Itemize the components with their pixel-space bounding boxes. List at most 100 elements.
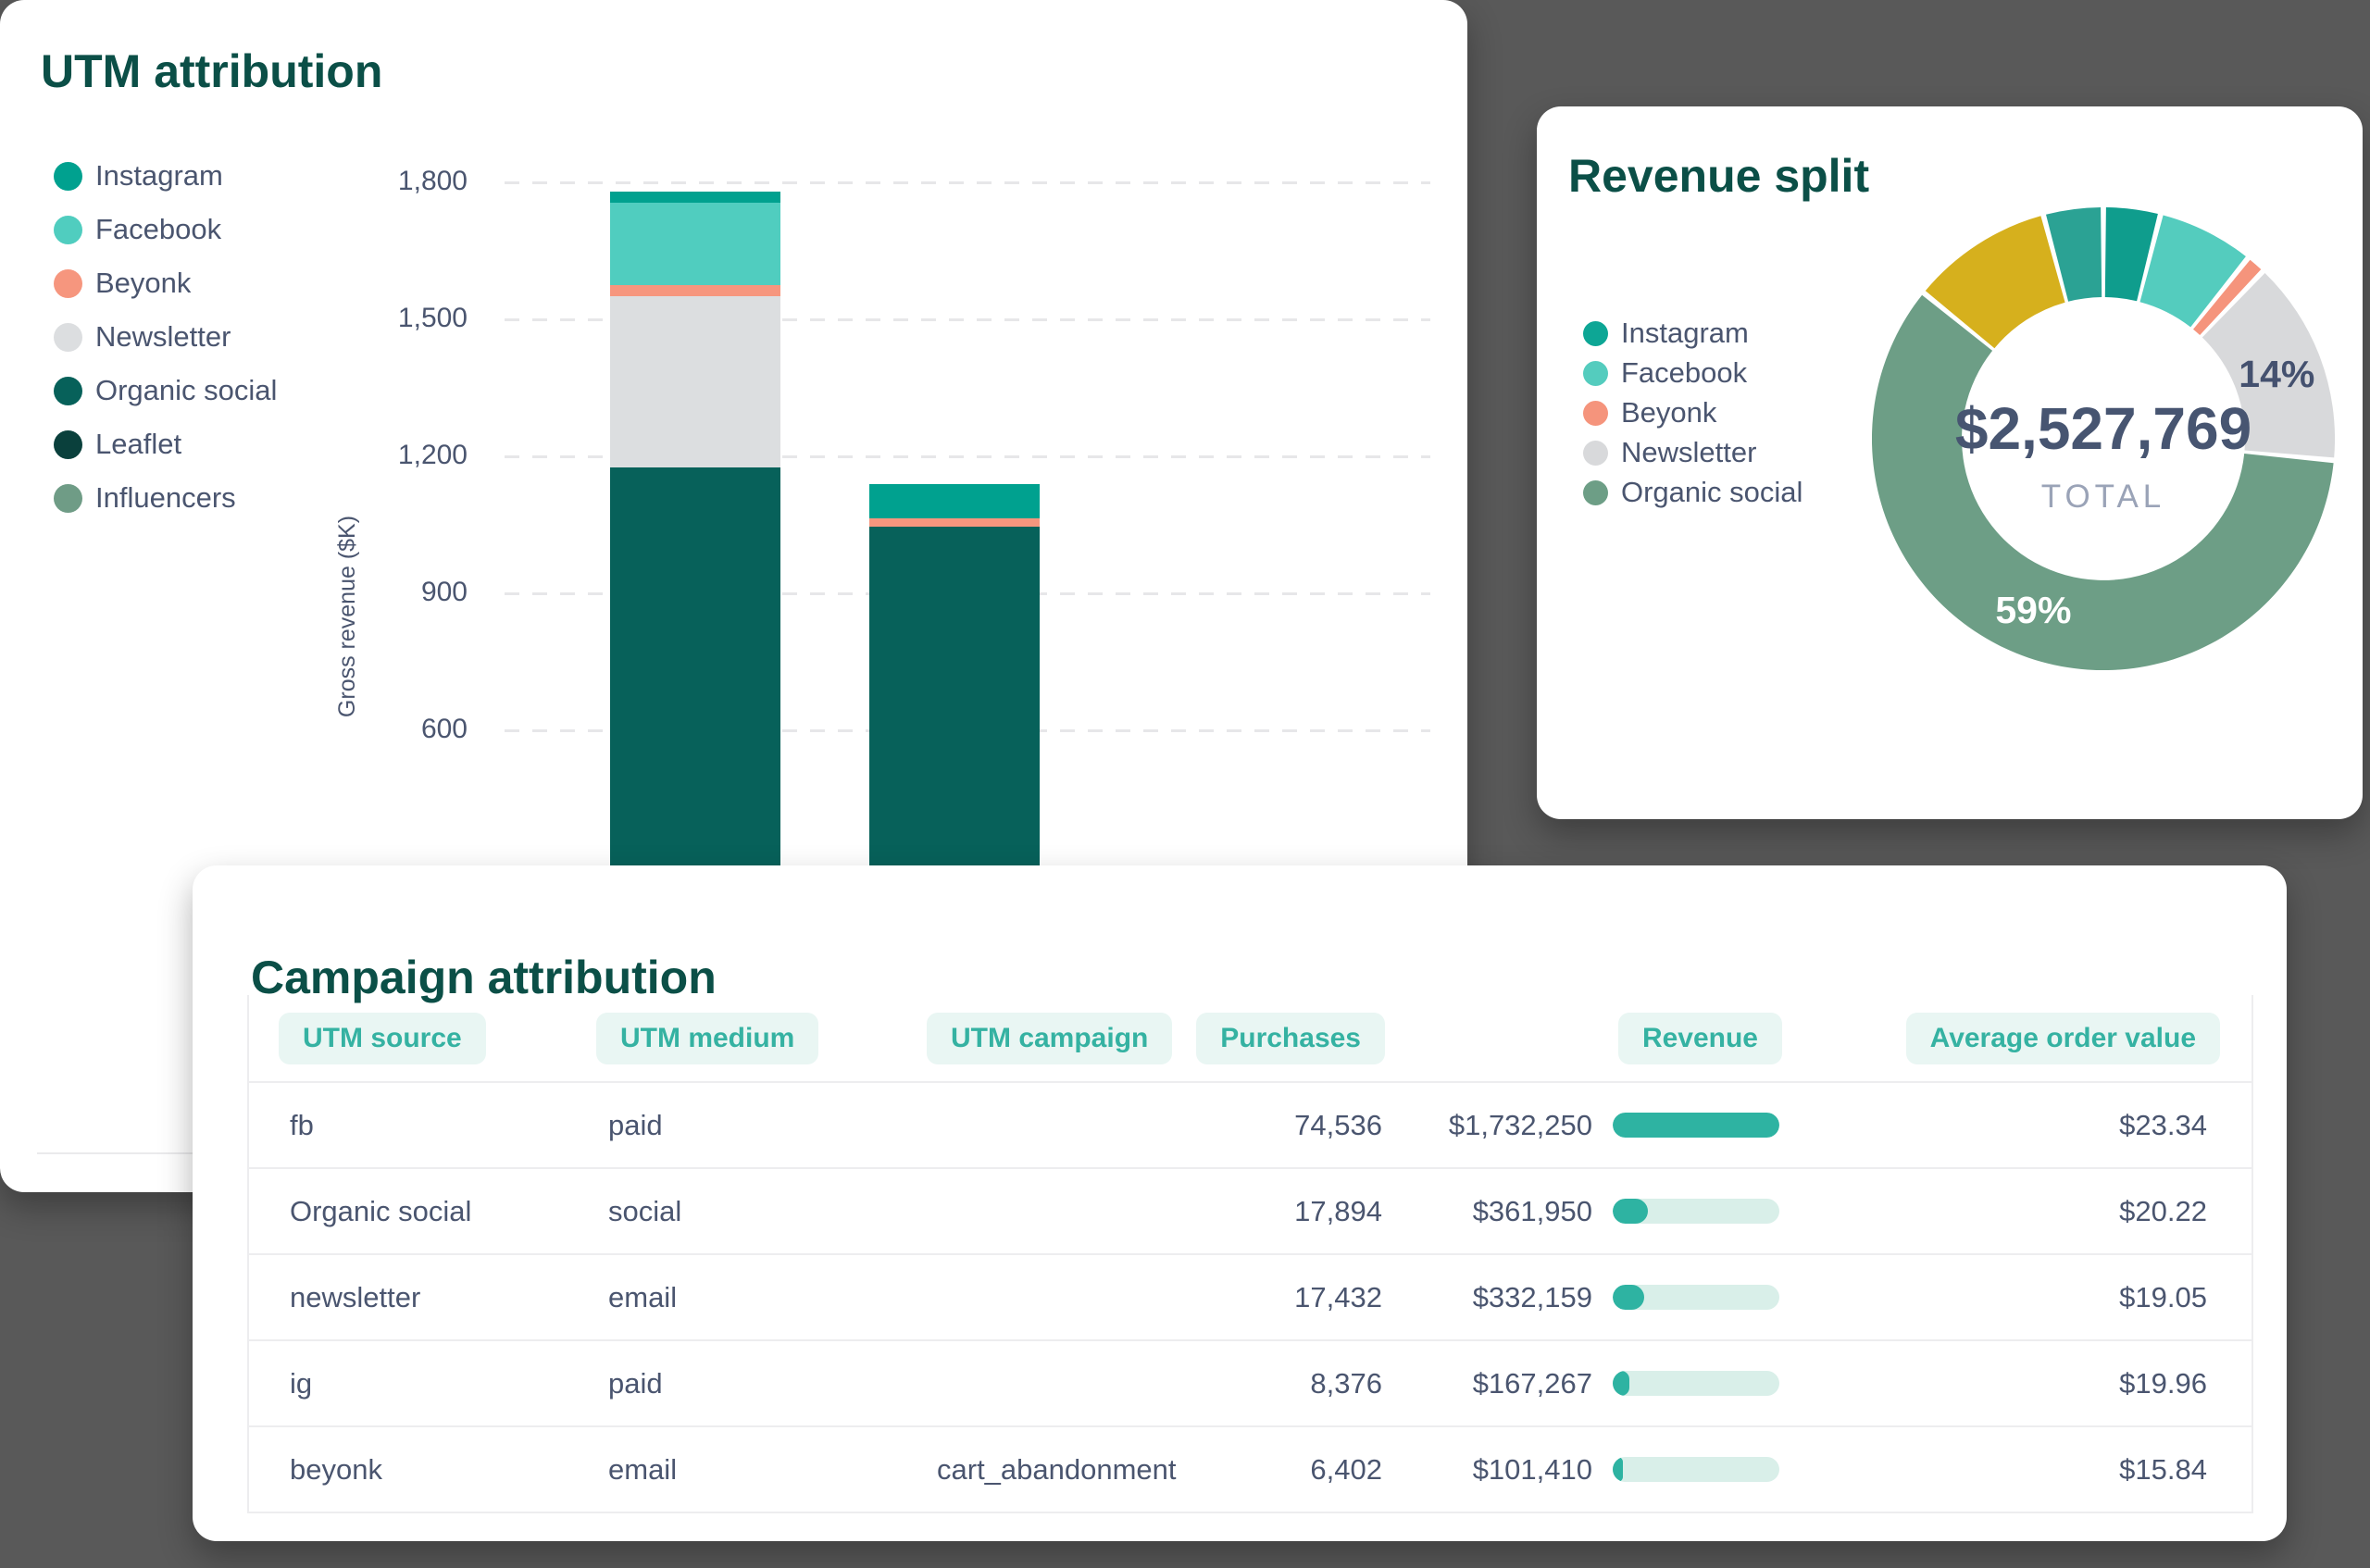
column-chip-utm-campaign[interactable]: UTM campaign bbox=[927, 1012, 1173, 1064]
cell-utm-medium: email bbox=[608, 1280, 678, 1313]
legend-label: Organic social bbox=[95, 374, 278, 406]
legend-dot bbox=[54, 376, 82, 405]
legend-label: Beyonk bbox=[95, 267, 192, 299]
legend-item-beyonk[interactable]: Beyonk bbox=[54, 267, 277, 300]
table-row-fb[interactable]: fb paid 74,536 $1,732,250 $23.34 bbox=[249, 1083, 2252, 1169]
legend-label: Organic social bbox=[1621, 476, 1803, 508]
legend-dot bbox=[1583, 400, 1608, 426]
table-row-beyonk[interactable]: beyonk email cart_abandonment 6,402 $101,410… bbox=[249, 1427, 2252, 1513]
table-row-organic-social[interactable]: Organic social social 17,894 $361,950 $20.22 bbox=[249, 1169, 2252, 1255]
legend-item-facebook[interactable]: Facebook bbox=[1583, 356, 1802, 390]
legend-label: Influencers bbox=[95, 481, 236, 514]
revenue-mini-bar bbox=[1613, 1371, 1779, 1396]
revenue-value: $101,410 bbox=[1472, 1452, 1592, 1486]
revenue-mini-bar bbox=[1613, 1113, 1779, 1138]
donut-percent-label: 59% bbox=[1995, 589, 2071, 631]
cell-purchases: 17,894 bbox=[1294, 1194, 1382, 1227]
legend-dot bbox=[1583, 320, 1608, 346]
legend-item-newsletter[interactable]: Newsletter bbox=[54, 320, 277, 354]
donut-chart: 14% 59% bbox=[1872, 207, 2335, 670]
campaign-attribution-card: Campaign attribution UTM source UTM medi… bbox=[193, 865, 2287, 1541]
cell-revenue: $101,410 bbox=[1391, 1453, 1793, 1487]
revenue-mini-bar bbox=[1613, 1199, 1779, 1224]
revenue-mini-bar-fill bbox=[1613, 1199, 1648, 1224]
cell-revenue: $361,950 bbox=[1391, 1195, 1793, 1228]
revenue-mini-bar bbox=[1613, 1285, 1779, 1310]
donut-segment-organic-social bbox=[1872, 294, 2334, 670]
legend-dot bbox=[54, 215, 82, 244]
revenue-value: $1,732,250 bbox=[1448, 1108, 1592, 1141]
cell-utm-source: newsletter bbox=[290, 1280, 421, 1313]
donut-segment-instagram bbox=[2104, 207, 2158, 302]
legend-dot bbox=[54, 483, 82, 513]
revenue-mini-bar-fill bbox=[1613, 1457, 1623, 1482]
table-row-ig[interactable]: ig paid 8,376 $167,267 $19.96 bbox=[249, 1341, 2252, 1427]
cell-purchases: 74,536 bbox=[1294, 1108, 1382, 1141]
campaign-table: UTM source UTM medium UTM campaign Purch… bbox=[247, 995, 2253, 1513]
cell-average-order-value: $15.84 bbox=[2119, 1452, 2207, 1486]
column-chip-average-order-value[interactable]: Average order value bbox=[1905, 1012, 2220, 1064]
cell-revenue: $1,732,250 bbox=[1391, 1109, 1793, 1142]
cell-purchases: 17,432 bbox=[1294, 1280, 1382, 1313]
donut-segment-unlabeled-gold bbox=[1925, 216, 2065, 349]
donut-segment-newsletter bbox=[2202, 273, 2335, 458]
cell-utm-source: beyonk bbox=[290, 1452, 382, 1486]
cell-utm-medium: paid bbox=[608, 1108, 663, 1141]
cell-purchases: 8,376 bbox=[1310, 1366, 1382, 1400]
legend-label: Facebook bbox=[95, 213, 222, 245]
legend-dot bbox=[54, 268, 82, 298]
legend-item-instagram[interactable]: Instagram bbox=[54, 159, 277, 193]
cell-utm-source: Organic social bbox=[290, 1194, 472, 1227]
utm-legend: Instagram Facebook Beyonk Newsletter Organic… bbox=[54, 159, 277, 515]
cell-utm-medium: social bbox=[608, 1194, 682, 1227]
revenue-mini-bar bbox=[1613, 1457, 1779, 1482]
cell-utm-source: fb bbox=[290, 1108, 314, 1141]
legend-label: Newsletter bbox=[1621, 436, 1757, 468]
legend-label: Instagram bbox=[95, 159, 223, 192]
revenue-value: $332,159 bbox=[1472, 1280, 1592, 1313]
y-axis-tick-label: 900 bbox=[420, 577, 468, 607]
legend-dot bbox=[54, 161, 82, 191]
revenue-value: $167,267 bbox=[1472, 1366, 1592, 1400]
cell-revenue: $332,159 bbox=[1391, 1281, 1793, 1314]
y-axis-tick-label: 1,800 bbox=[397, 166, 468, 196]
cell-utm-campaign: cart_abandonment bbox=[937, 1452, 1177, 1486]
legend-dot bbox=[54, 322, 82, 352]
table-row-newsletter[interactable]: newsletter email 17,432 $332,159 $19.05 bbox=[249, 1255, 2252, 1341]
gridline bbox=[505, 455, 1430, 458]
y-axis-tick-label: 600 bbox=[420, 714, 468, 744]
legend-item-leaflet[interactable]: Leaflet bbox=[54, 428, 277, 461]
column-chip-utm-source[interactable]: UTM source bbox=[279, 1012, 486, 1064]
cell-average-order-value: $19.96 bbox=[2119, 1366, 2207, 1400]
y-axis-tick-label: 1,200 bbox=[397, 440, 468, 470]
donut-segment-unlabeled-teal bbox=[2046, 207, 2102, 302]
bar-segment-beyonk bbox=[869, 517, 1040, 528]
legend-item-beyonk[interactable]: Beyonk bbox=[1583, 396, 1802, 429]
legend-dot bbox=[54, 429, 82, 459]
cell-utm-source: ig bbox=[290, 1366, 313, 1400]
revenue-card-title: Revenue split bbox=[1568, 150, 1870, 202]
cell-revenue: $167,267 bbox=[1391, 1367, 1793, 1400]
cell-purchases: 6,402 bbox=[1310, 1452, 1382, 1486]
legend-label: Instagram bbox=[1621, 317, 1749, 349]
gridline bbox=[505, 318, 1430, 321]
legend-item-instagram[interactable]: Instagram bbox=[1583, 317, 1802, 350]
y-axis-tick-label: 1,500 bbox=[397, 303, 468, 333]
column-chip-revenue[interactable]: Revenue bbox=[1617, 1012, 1782, 1064]
campaign-table-body: fb paid 74,536 $1,732,250 $23.34 Organic soci… bbox=[249, 1083, 2252, 1513]
column-chip-purchases[interactable]: Purchases bbox=[1196, 1012, 1385, 1064]
legend-label: Beyonk bbox=[1621, 396, 1717, 429]
legend-label: Newsletter bbox=[95, 320, 231, 353]
legend-item-organic-social[interactable]: Organic social bbox=[54, 374, 277, 407]
donut-segment-facebook bbox=[2139, 215, 2246, 328]
legend-label: Facebook bbox=[1621, 356, 1748, 389]
legend-item-newsletter[interactable]: Newsletter bbox=[1583, 436, 1802, 469]
legend-item-influencers[interactable]: Influencers bbox=[54, 481, 277, 515]
revenue-split-card: Revenue split Instagram Facebook Beyonk New… bbox=[1537, 106, 2363, 819]
legend-item-organic-social[interactable]: Organic social bbox=[1583, 476, 1802, 509]
cell-average-order-value: $23.34 bbox=[2119, 1108, 2207, 1141]
column-chip-utm-medium[interactable]: UTM medium bbox=[596, 1012, 819, 1064]
revenue-value: $361,950 bbox=[1472, 1194, 1592, 1227]
campaign-card-title: Campaign attribution bbox=[251, 952, 717, 1003]
legend-item-facebook[interactable]: Facebook bbox=[54, 213, 277, 246]
